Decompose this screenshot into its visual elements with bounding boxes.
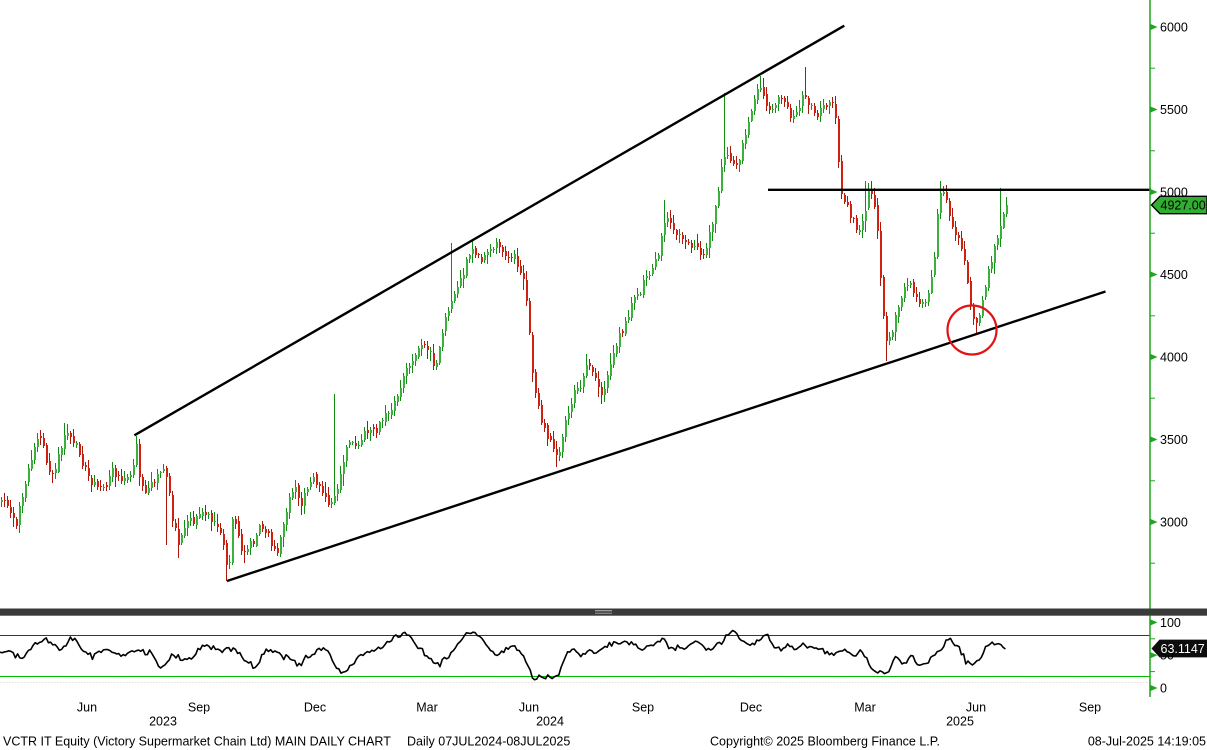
svg-text:Sep: Sep	[632, 701, 654, 715]
svg-text:0: 0	[1160, 681, 1167, 695]
svg-text:08-Jul-2025 14:19:05: 08-Jul-2025 14:19:05	[1088, 735, 1206, 749]
svg-text:2023: 2023	[149, 715, 177, 729]
svg-text:Sep: Sep	[188, 701, 210, 715]
svg-text:Dec: Dec	[740, 701, 762, 715]
svg-text:4927.00: 4927.00	[1161, 199, 1206, 213]
svg-text:Jun: Jun	[77, 701, 97, 715]
svg-text:50: 50	[1160, 649, 1174, 663]
svg-text:100: 100	[1160, 616, 1181, 630]
svg-text:Mar: Mar	[854, 701, 876, 715]
svg-text:Daily 07JUL2024-08JUL2025: Daily 07JUL2024-08JUL2025	[407, 735, 570, 749]
svg-text:VCTR IT Equity (Victory Superm: VCTR IT Equity (Victory Supermarket Chai…	[3, 735, 391, 749]
svg-text:63.1147: 63.1147	[1161, 642, 1205, 656]
svg-text:Dec: Dec	[304, 701, 326, 715]
svg-text:2024: 2024	[536, 715, 564, 729]
svg-text:2025: 2025	[946, 715, 974, 729]
svg-text:Mar: Mar	[416, 701, 438, 715]
svg-text:4500: 4500	[1160, 268, 1188, 282]
svg-text:Sep: Sep	[1079, 701, 1101, 715]
svg-text:3500: 3500	[1160, 433, 1188, 447]
svg-text:3000: 3000	[1160, 515, 1188, 529]
svg-text:Jun: Jun	[519, 701, 539, 715]
svg-text:Copyright© 2025 Bloomberg Fina: Copyright© 2025 Bloomberg Finance L.P.	[710, 735, 940, 749]
svg-text:6000: 6000	[1160, 20, 1188, 34]
svg-text:Jun: Jun	[966, 701, 986, 715]
svg-text:5500: 5500	[1160, 103, 1188, 117]
svg-text:5000: 5000	[1160, 185, 1188, 199]
svg-text:4000: 4000	[1160, 350, 1188, 364]
